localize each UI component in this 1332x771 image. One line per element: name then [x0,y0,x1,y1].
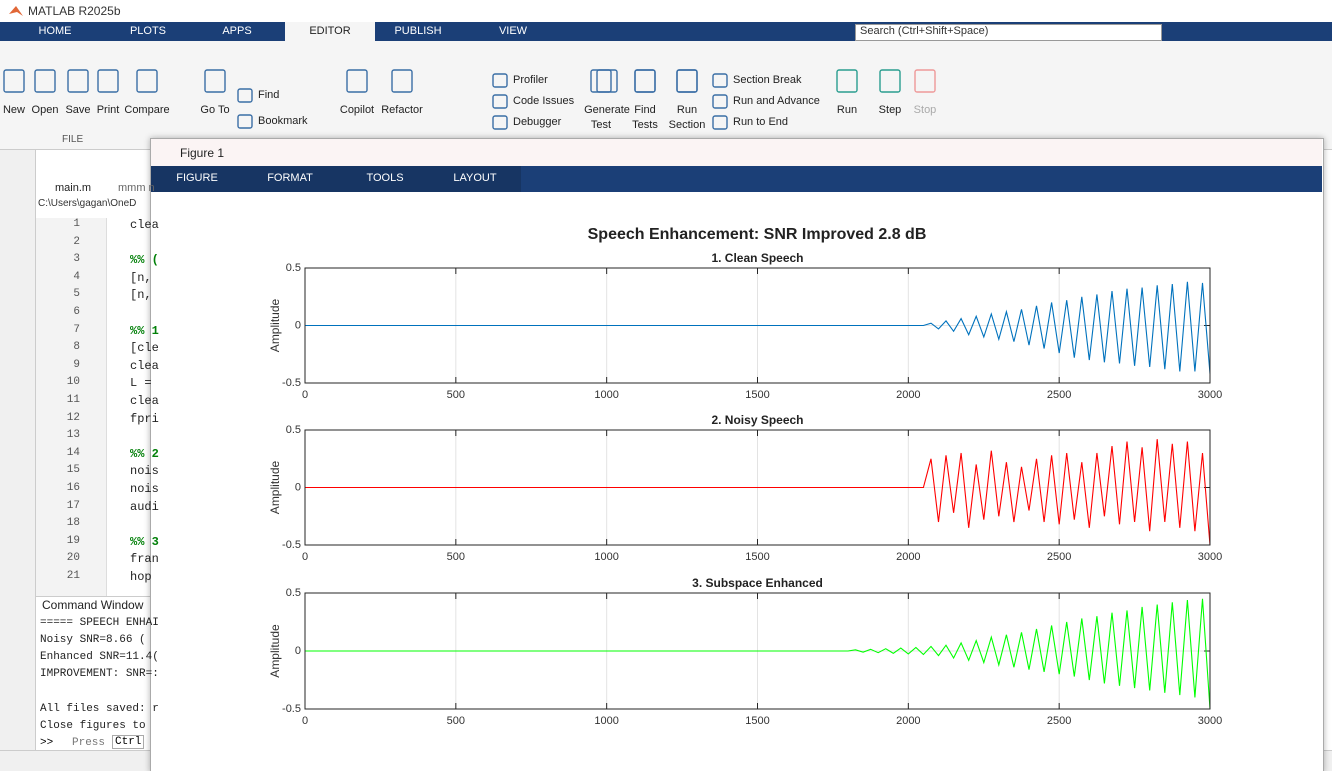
button-icon [392,70,412,92]
x-tick-label: 500 [447,551,465,563]
button-icon [591,70,611,92]
button-icon [713,74,727,87]
y-axis-label: Amplitude [268,299,282,353]
x-tick-label: 1500 [745,551,769,563]
axes-title: 2. Noisy Speech [711,413,803,427]
x-tick-label: 2500 [1047,715,1071,727]
x-tick-label: 0 [302,551,308,563]
x-tick-label: 500 [447,715,465,727]
y-tick-label: 0.5 [286,262,301,274]
x-tick-label: 2500 [1047,551,1071,563]
x-tick-label: 1000 [594,389,618,401]
y-tick-label: -0.5 [282,539,301,551]
matlab-window: MATLAB R2025bHOMEPLOTSAPPSEDITORPUBLISHV… [0,0,1332,771]
body: MATLAB R2025bHOMEPLOTSAPPSEDITORPUBLISHV… [0,0,1332,771]
button-icon [635,70,655,92]
x-tick-label: 1000 [594,551,618,563]
button-icon [35,70,55,92]
x-tick-label: 0 [302,389,308,401]
y-tick-label: 0 [295,645,301,657]
figure-title: Speech Enhancement: SNR Improved 2.8 dB [588,226,927,243]
x-tick-label: 3000 [1198,389,1222,401]
button-icon [677,70,697,92]
button-icon [4,70,24,92]
button-icon [205,70,225,92]
button-icon [837,70,857,92]
button-icon [713,116,727,129]
x-tick-label: 3000 [1198,551,1222,563]
y-tick-label: -0.5 [282,703,301,715]
y-tick-label: 0.5 [286,587,301,599]
x-tick-label: 1000 [594,715,618,727]
button-icon [915,70,935,92]
x-tick-label: 3000 [1198,715,1222,727]
axes-title: 3. Subspace Enhanced [692,576,823,590]
button-icon [713,95,727,108]
button-icon [677,70,697,92]
x-tick-label: 0 [302,715,308,727]
y-tick-label: 0.5 [286,424,301,436]
x-tick-label: 2000 [896,389,920,401]
button-icon [880,70,900,92]
y-tick-label: 0 [295,481,301,493]
y-axis-label: Amplitude [268,461,282,515]
x-tick-label: 1500 [745,389,769,401]
y-axis-label: Amplitude [268,624,282,678]
button-icon [137,70,157,92]
button-icon [98,70,118,92]
x-tick-label: 2000 [896,715,920,727]
x-tick-label: 2000 [896,551,920,563]
button-icon [493,74,507,87]
button-icon [238,89,252,102]
button-icon [238,115,252,128]
axes-title: 1. Clean Speech [711,251,803,265]
x-tick-label: 500 [447,389,465,401]
button-icon [493,95,507,108]
x-tick-label: 1500 [745,715,769,727]
overlay: Speech Enhancement: SNR Improved 2.8 dB 0… [0,0,1332,771]
x-tick-label: 2500 [1047,389,1071,401]
button-icon [597,70,617,92]
button-icon [493,116,507,129]
y-tick-label: 0 [295,319,301,331]
button-icon [68,70,88,92]
y-tick-label: -0.5 [282,377,301,389]
button-icon [635,70,655,92]
button-icon [347,70,367,92]
page: {"app":{"title":"MATLAB R2025b","tabs":[… [0,0,1332,771]
